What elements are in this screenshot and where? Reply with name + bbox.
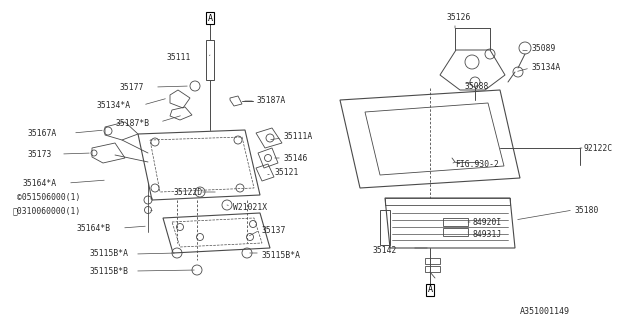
Text: FIG.930-2: FIG.930-2 [455,159,499,169]
Text: 35180: 35180 [575,205,600,214]
Text: 35115B*B: 35115B*B [90,267,129,276]
Text: 35187A: 35187A [257,95,286,105]
Text: 35142: 35142 [373,245,397,254]
Text: 35115B*A: 35115B*A [262,251,301,260]
Text: 35089: 35089 [532,44,556,52]
Text: 92122C: 92122C [584,143,613,153]
Text: 35111: 35111 [167,52,191,61]
Text: 35187*B: 35187*B [116,118,150,127]
Text: 84931J: 84931J [472,229,501,238]
Text: 35115B*A: 35115B*A [90,250,129,259]
Text: 35134*A: 35134*A [97,100,131,109]
Text: 35111A: 35111A [284,132,313,140]
Text: ©051506000(1): ©051506000(1) [17,193,81,202]
Text: 84920I: 84920I [472,218,501,227]
Text: 35088: 35088 [465,82,490,91]
Text: 35146: 35146 [284,154,308,163]
Text: 35122D: 35122D [174,188,204,196]
Text: 35164*A: 35164*A [23,179,57,188]
Text: ␈0310060000(1): ␈0310060000(1) [13,206,81,215]
Text: 35167A: 35167A [28,129,57,138]
Text: 35173: 35173 [28,149,52,158]
Text: 35126: 35126 [447,12,472,21]
Text: 35177: 35177 [120,83,145,92]
Text: A: A [428,285,433,294]
Text: A351001149: A351001149 [520,308,570,316]
Text: 35134A: 35134A [532,62,561,71]
Text: 35137: 35137 [262,226,286,235]
Text: W21021X: W21021X [233,203,267,212]
Text: 35121: 35121 [275,167,300,177]
Text: A: A [207,13,212,22]
Text: 35164*B: 35164*B [77,223,111,233]
